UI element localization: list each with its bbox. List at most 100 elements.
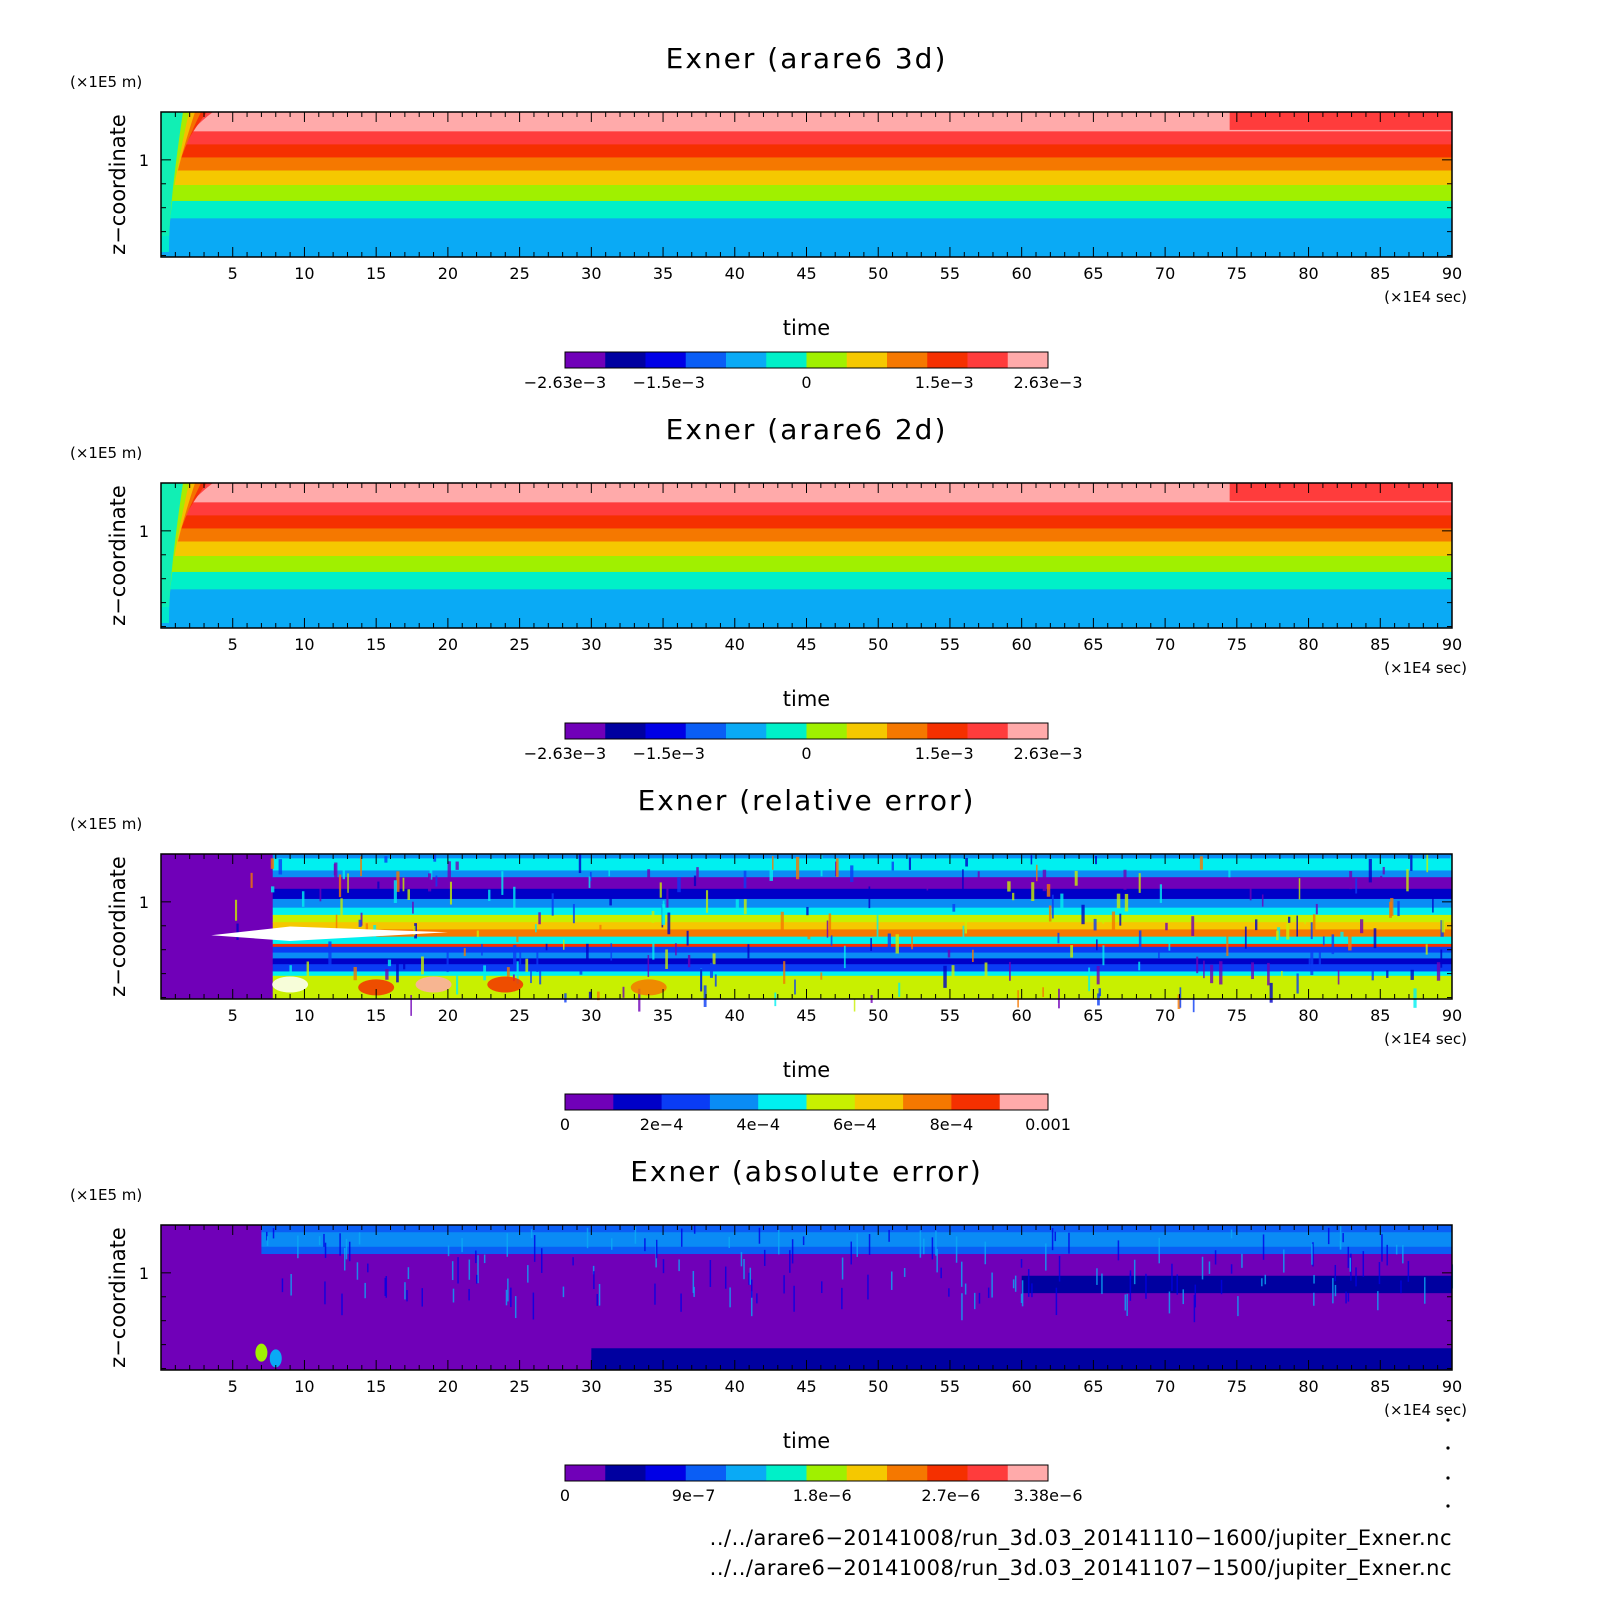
colorbar-segment (685, 352, 727, 368)
error-striation (1251, 962, 1254, 980)
abs-striation (348, 1241, 351, 1262)
error-striation (410, 995, 412, 1016)
abs-striation (318, 1236, 321, 1246)
error-striation (1070, 945, 1074, 958)
x-unit-label: (×1E4 sec) (1384, 1401, 1467, 1419)
error-striation (340, 898, 343, 917)
spinup-layer (161, 483, 183, 623)
error-striation (488, 889, 491, 902)
colorbar-segment (806, 1094, 856, 1110)
abs-striation (1129, 1273, 1132, 1301)
error-striation (435, 875, 438, 887)
error-blotch-4 (487, 976, 524, 993)
error-striation (951, 965, 955, 987)
abs-striation (693, 1286, 695, 1297)
error-striation (677, 877, 681, 893)
abs-striation (1158, 1237, 1160, 1264)
x-tick-label: 75 (1227, 635, 1247, 654)
error-striation (1244, 926, 1247, 949)
colorbar-tick-label: 1.5e−3 (915, 373, 974, 392)
abs-striation (1349, 1257, 1351, 1272)
abs-striation (407, 1267, 410, 1280)
x-tick-label: 20 (438, 1377, 458, 1396)
x-unit-label: (×1E4 sec) (1384, 659, 1467, 677)
abs-striation (923, 1238, 925, 1255)
abs-striation (693, 1225, 696, 1234)
abs-striation (297, 1235, 299, 1259)
abs-striation (1407, 1261, 1410, 1282)
x-axis-label: time (783, 316, 830, 340)
error-striation (396, 958, 399, 983)
error-striation (338, 874, 342, 898)
abs-striation (802, 1236, 805, 1246)
error-striation (1158, 948, 1160, 959)
error-striation (1315, 903, 1318, 915)
abs-striation (1355, 1267, 1357, 1287)
colorbar-segment (806, 723, 848, 739)
error-striation (236, 923, 239, 940)
footer: ../../arare6−20141008/run_3d.03_20141110… (710, 1526, 1452, 1581)
abs-striation (367, 1263, 369, 1273)
abs-striation (1347, 1246, 1350, 1268)
colorbar-segment (806, 352, 848, 368)
colorbar-segment (967, 723, 1009, 739)
abs-striation (324, 1242, 327, 1258)
colorbar-segment (726, 723, 767, 739)
error-striation (519, 951, 522, 968)
error-striation (926, 880, 929, 891)
error-striation (1276, 930, 1279, 941)
abs-striation (345, 1238, 348, 1260)
abs-striation (1339, 1226, 1342, 1250)
abs-striation (507, 1278, 509, 1302)
x-unit-label: (×1E4 sec) (1384, 288, 1467, 306)
abs-striation (1045, 1243, 1047, 1271)
abs-striation (533, 1235, 536, 1262)
error-striation (1012, 892, 1015, 901)
y-tick-label: 1 (139, 1264, 149, 1283)
x-ticks (174, 112, 1453, 257)
x-tick-label: 55 (940, 635, 960, 654)
error-layer-4 (272, 888, 1453, 900)
error-striation (535, 924, 537, 933)
error-striation (1096, 965, 1100, 985)
error-striation (1436, 962, 1441, 981)
error-striation (335, 914, 338, 932)
error-striation (1048, 905, 1052, 922)
field-late-top (1229, 483, 1452, 501)
colorbar-segment (951, 1094, 1001, 1110)
error-striation (413, 925, 416, 936)
abs-striation (356, 1262, 359, 1280)
error-striation (1203, 960, 1205, 979)
error-striation (828, 913, 832, 937)
error-striation (1322, 936, 1325, 946)
colorbar-tick-label: 0.001 (1025, 1115, 1071, 1134)
abs-striation (903, 1268, 906, 1277)
error-striation (826, 920, 829, 938)
error-striation (687, 954, 691, 968)
abs-striation (1193, 1294, 1196, 1323)
abs-striation (404, 1282, 406, 1300)
abs-striation (783, 1275, 785, 1294)
x-tick-label: 45 (796, 264, 816, 283)
error-striation (1261, 894, 1264, 907)
colorbar-segment (661, 1094, 711, 1110)
error-striation (647, 954, 650, 977)
colorbar-tick-label: 9e−7 (672, 1486, 716, 1505)
y-unit-label: (×1E5 m) (70, 73, 142, 91)
error-striation (1096, 939, 1098, 951)
abs-striation (483, 1254, 486, 1264)
error-striation (647, 869, 651, 879)
error-striation (1349, 871, 1353, 890)
error-striation (328, 941, 332, 965)
field-band-2 (161, 200, 1452, 219)
abs-striation (1381, 1234, 1383, 1262)
error-striation (1406, 869, 1409, 892)
abs-striation (1133, 1259, 1136, 1285)
abs-striation (385, 1275, 388, 1298)
error-striation (1226, 935, 1229, 956)
error-striation (446, 951, 449, 973)
colorbar-tick-label: −2.63e−3 (524, 744, 606, 763)
error-striation (1036, 864, 1038, 882)
x-tick-label: 80 (1298, 264, 1318, 283)
